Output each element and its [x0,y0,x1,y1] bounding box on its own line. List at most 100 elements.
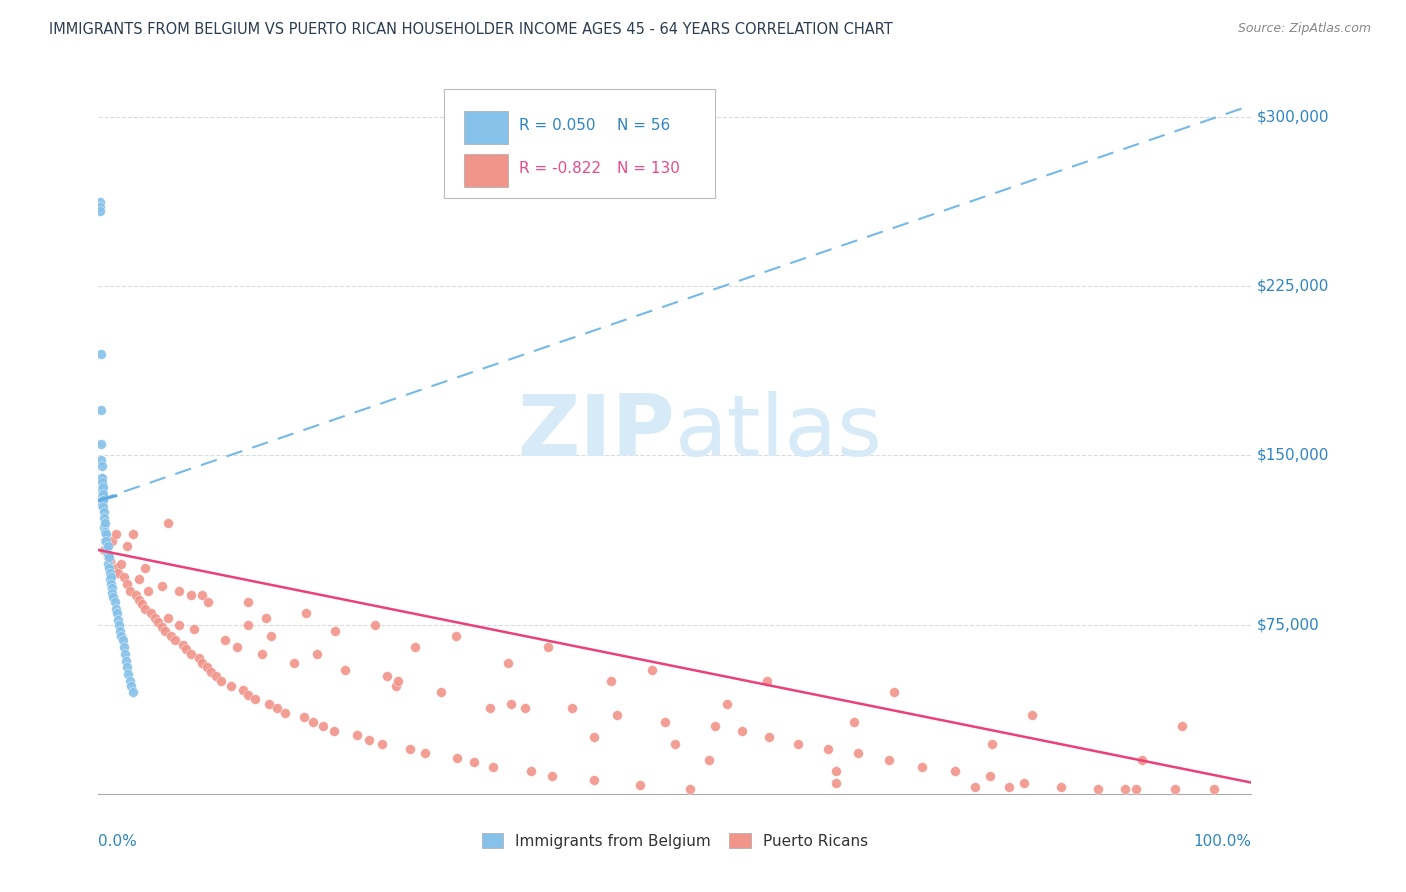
Point [89,204,111,219]
Point [110,629,132,643]
Point [405,640,427,654]
Point [540,769,562,783]
Point [1021,707,1043,722]
Point [93,543,115,558]
Point [664,737,686,751]
Point [756,673,779,688]
Point [292,710,315,724]
Point [118,673,141,688]
Point [97,557,120,571]
Point [155,624,177,639]
Point [174,642,197,657]
Point [96,527,118,541]
Point [322,723,344,738]
Point [654,714,676,729]
Point [260,629,283,643]
Point [444,629,467,643]
Text: IMMIGRANTS FROM BELGIUM VS PUERTO RICAN HOUSEHOLDER INCOME AGES 45 - 64 YEARS CO: IMMIGRANTS FROM BELGIUM VS PUERTO RICAN … [49,22,893,37]
Point [117,667,139,681]
Point [90,459,112,474]
Point [94,516,117,530]
Point [117,577,139,591]
Point [90,493,112,508]
Point [90,482,112,496]
Point [104,527,127,541]
FancyBboxPatch shape [444,89,716,198]
Point [446,751,468,765]
Point [115,654,138,668]
Point [114,647,136,661]
Point [89,200,111,214]
Point [254,611,277,625]
Point [111,633,134,648]
Point [1050,780,1073,794]
Point [180,647,202,661]
Point [302,714,325,729]
Point [238,595,260,609]
Point [250,647,273,661]
Point [172,638,194,652]
Point [359,732,381,747]
Point [180,588,202,602]
Point [513,701,536,715]
Point [94,524,117,539]
Point [110,557,132,571]
Point [90,489,112,503]
Point [105,607,128,621]
Point [787,737,810,751]
Point [104,601,127,615]
Point [501,697,523,711]
Point [825,764,848,779]
Point [257,697,280,711]
Point [110,624,132,639]
Point [583,773,606,788]
Point [295,607,318,621]
Point [375,669,398,683]
Point [274,706,297,720]
Point [583,731,606,745]
Point [191,656,214,670]
Point [90,452,112,467]
Point [238,617,260,632]
Point [156,516,179,530]
Text: R = 0.050: R = 0.050 [519,118,596,133]
Point [107,566,129,580]
Point [716,697,738,711]
Point [699,753,721,767]
Point [89,195,111,210]
Text: R = -0.822: R = -0.822 [519,161,602,177]
Point [496,656,519,670]
Point [825,775,848,789]
Text: $225,000: $225,000 [1257,278,1330,293]
Point [371,737,394,751]
Point [205,669,228,683]
Point [112,570,135,584]
Point [141,607,163,621]
Point [910,760,932,774]
Point [100,570,122,584]
Point [90,471,112,485]
Point [91,486,114,500]
Point [100,577,122,591]
Point [979,769,1001,783]
Point [150,620,173,634]
Point [191,588,214,602]
Point [97,539,120,553]
Point [187,651,209,665]
Point [90,475,112,490]
Text: N = 130: N = 130 [617,161,681,177]
Point [1130,753,1153,767]
Legend: Immigrants from Belgium, Puerto Ricans: Immigrants from Belgium, Puerto Ricans [475,827,875,855]
Point [537,640,560,654]
Point [90,346,112,360]
Point [150,579,173,593]
Point [98,573,121,587]
Point [481,760,503,774]
Text: $150,000: $150,000 [1257,448,1330,463]
Point [163,633,186,648]
Point [134,601,156,615]
Point [883,685,905,699]
Point [731,723,754,738]
Point [136,583,159,598]
Point [981,737,1004,751]
